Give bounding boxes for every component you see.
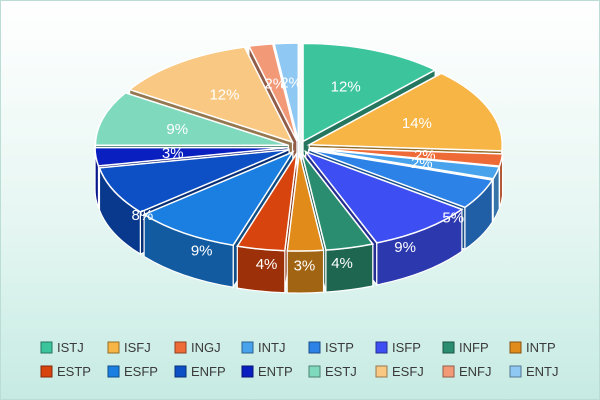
- legend-swatch-isfj: [107, 341, 120, 354]
- legend-label-esfj: ESFJ: [392, 364, 424, 379]
- legend-label-ingj: INGJ: [191, 340, 221, 355]
- pie-slice-entj[interactable]: [273, 42, 300, 142]
- pie-slice-enfj[interactable]: [247, 43, 298, 142]
- legend-item-isfj[interactable]: ISFJ: [107, 340, 151, 355]
- legend-swatch-istp: [308, 341, 321, 354]
- data-label-infp: 4%: [331, 255, 353, 272]
- legend-label-intp: INTP: [526, 340, 556, 355]
- legend-swatch-esfp: [107, 365, 120, 378]
- legend-label-isfp: ISFP: [392, 340, 421, 355]
- legend-swatch-intj: [241, 341, 254, 354]
- data-label-esfp: 9%: [191, 242, 213, 259]
- data-label-enfj: 2%: [264, 75, 286, 92]
- legend-label-intj: INTJ: [258, 340, 285, 355]
- legend-swatch-isfp: [375, 341, 388, 354]
- legend-swatch-infp: [442, 341, 455, 354]
- legend-item-estj[interactable]: ESTJ: [308, 364, 357, 379]
- legend-swatch-enfp: [174, 365, 187, 378]
- data-label-intj: 2%: [411, 155, 433, 172]
- pie-slice-isfj[interactable]: [306, 72, 503, 152]
- pie-slice-estj[interactable]: [94, 91, 289, 147]
- legend-swatch-entp: [241, 365, 254, 378]
- legend-item-isfp[interactable]: ISFP: [375, 340, 421, 355]
- legend-item-intj[interactable]: INTJ: [241, 340, 285, 355]
- data-label-istp: 5%: [442, 209, 464, 226]
- pie-slice-infp[interactable]: [301, 152, 375, 251]
- legend-swatch-estj: [308, 365, 321, 378]
- legend-item-entj[interactable]: ENTJ: [509, 364, 559, 379]
- pie-slice-isfp[interactable]: [303, 150, 464, 244]
- legend-label-istp: ISTP: [325, 340, 354, 355]
- legend-swatch-estp: [40, 365, 53, 378]
- legend-swatch-istj: [40, 341, 53, 354]
- pie-slice-enfp[interactable]: [98, 148, 290, 213]
- legend-item-estp[interactable]: ESTP: [40, 364, 91, 379]
- data-label-intp: 3%: [294, 258, 316, 275]
- legend-item-entp[interactable]: ENTP: [241, 364, 293, 379]
- legend-label-istj: ISTJ: [57, 340, 84, 355]
- legend-item-istj[interactable]: ISTJ: [40, 340, 84, 355]
- pie-slice-ingj[interactable]: [309, 147, 504, 167]
- pie-slice-estp[interactable]: [236, 152, 298, 252]
- legend-item-esfj[interactable]: ESFJ: [375, 364, 424, 379]
- legend-item-infp[interactable]: INFP: [442, 340, 489, 355]
- legend-label-estj: ESTJ: [325, 364, 357, 379]
- legend-swatch-ingj: [174, 341, 187, 354]
- legend-label-entj: ENTJ: [526, 364, 559, 379]
- legend-item-intp[interactable]: INTP: [509, 340, 556, 355]
- legend-item-esfp[interactable]: ESFP: [107, 364, 158, 379]
- data-label-isfp: 9%: [394, 239, 416, 256]
- legend-label-entp: ENTP: [258, 364, 293, 379]
- legend-label-enfp: ENFP: [191, 364, 226, 379]
- data-label-ingj: 2%: [414, 147, 436, 164]
- data-label-istj: 12%: [331, 79, 361, 96]
- pie-slice-intp[interactable]: [286, 152, 325, 252]
- pie-slice-esfj[interactable]: [128, 46, 295, 144]
- pie-slice-esfp[interactable]: [142, 150, 295, 247]
- legend-label-isfj: ISFJ: [124, 340, 151, 355]
- data-label-estp: 4%: [256, 256, 278, 273]
- legend-label-estp: ESTP: [57, 364, 91, 379]
- data-label-entj: 2%: [280, 74, 302, 91]
- legend-swatch-esfj: [375, 365, 388, 378]
- data-label-isfj: 14%: [402, 115, 432, 132]
- legend-label-enfj: ENFJ: [459, 364, 492, 379]
- legend-label-infp: INFP: [459, 340, 489, 355]
- data-label-esfj: 12%: [209, 87, 239, 104]
- pie-slice-istp[interactable]: [308, 149, 494, 209]
- data-label-enfp: 8%: [132, 207, 154, 224]
- data-label-entp: 3%: [162, 145, 184, 162]
- pie-slice-istj[interactable]: [302, 42, 437, 143]
- legend-swatch-entj: [509, 365, 522, 378]
- legend-item-enfj[interactable]: ENFJ: [442, 364, 492, 379]
- pie-slice-intj[interactable]: [309, 147, 501, 180]
- data-label-estj: 9%: [166, 121, 188, 138]
- legend-item-enfp[interactable]: ENFP: [174, 364, 226, 379]
- legend-item-ingj[interactable]: INGJ: [174, 340, 221, 355]
- legend-swatch-intp: [509, 341, 522, 354]
- legend-item-istp[interactable]: ISTP: [308, 340, 354, 355]
- legend-swatch-enfj: [442, 365, 455, 378]
- legend-label-esfp: ESFP: [124, 364, 158, 379]
- pie-slice-entp[interactable]: [94, 146, 289, 167]
